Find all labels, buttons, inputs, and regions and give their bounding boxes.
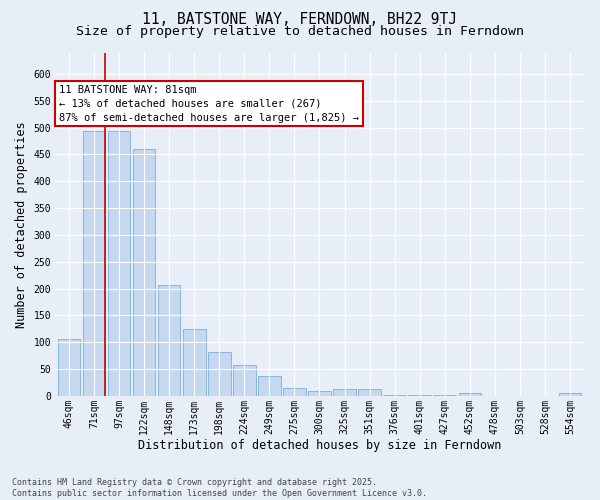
Text: Contains HM Land Registry data © Crown copyright and database right 2025.
Contai: Contains HM Land Registry data © Crown c… — [12, 478, 427, 498]
Bar — [283, 388, 306, 396]
Bar — [559, 393, 581, 396]
Text: Size of property relative to detached houses in Ferndown: Size of property relative to detached ho… — [76, 25, 524, 38]
Bar — [208, 352, 230, 396]
Bar — [183, 330, 206, 396]
Bar — [383, 395, 406, 396]
Bar — [108, 131, 130, 396]
Y-axis label: Number of detached properties: Number of detached properties — [15, 121, 28, 328]
X-axis label: Distribution of detached houses by size in Ferndown: Distribution of detached houses by size … — [138, 440, 501, 452]
Bar — [133, 149, 155, 396]
Text: 11 BATSTONE WAY: 81sqm
← 13% of detached houses are smaller (267)
87% of semi-de: 11 BATSTONE WAY: 81sqm ← 13% of detached… — [59, 84, 359, 122]
Text: 11, BATSTONE WAY, FERNDOWN, BH22 9TJ: 11, BATSTONE WAY, FERNDOWN, BH22 9TJ — [143, 12, 458, 28]
Bar — [158, 285, 181, 396]
Bar — [233, 366, 256, 396]
Bar — [58, 338, 80, 396]
Bar — [308, 390, 331, 396]
Bar — [409, 395, 431, 396]
Bar — [333, 390, 356, 396]
Bar — [358, 390, 381, 396]
Bar — [258, 376, 281, 396]
Bar — [83, 131, 106, 396]
Bar — [458, 393, 481, 396]
Bar — [433, 395, 456, 396]
